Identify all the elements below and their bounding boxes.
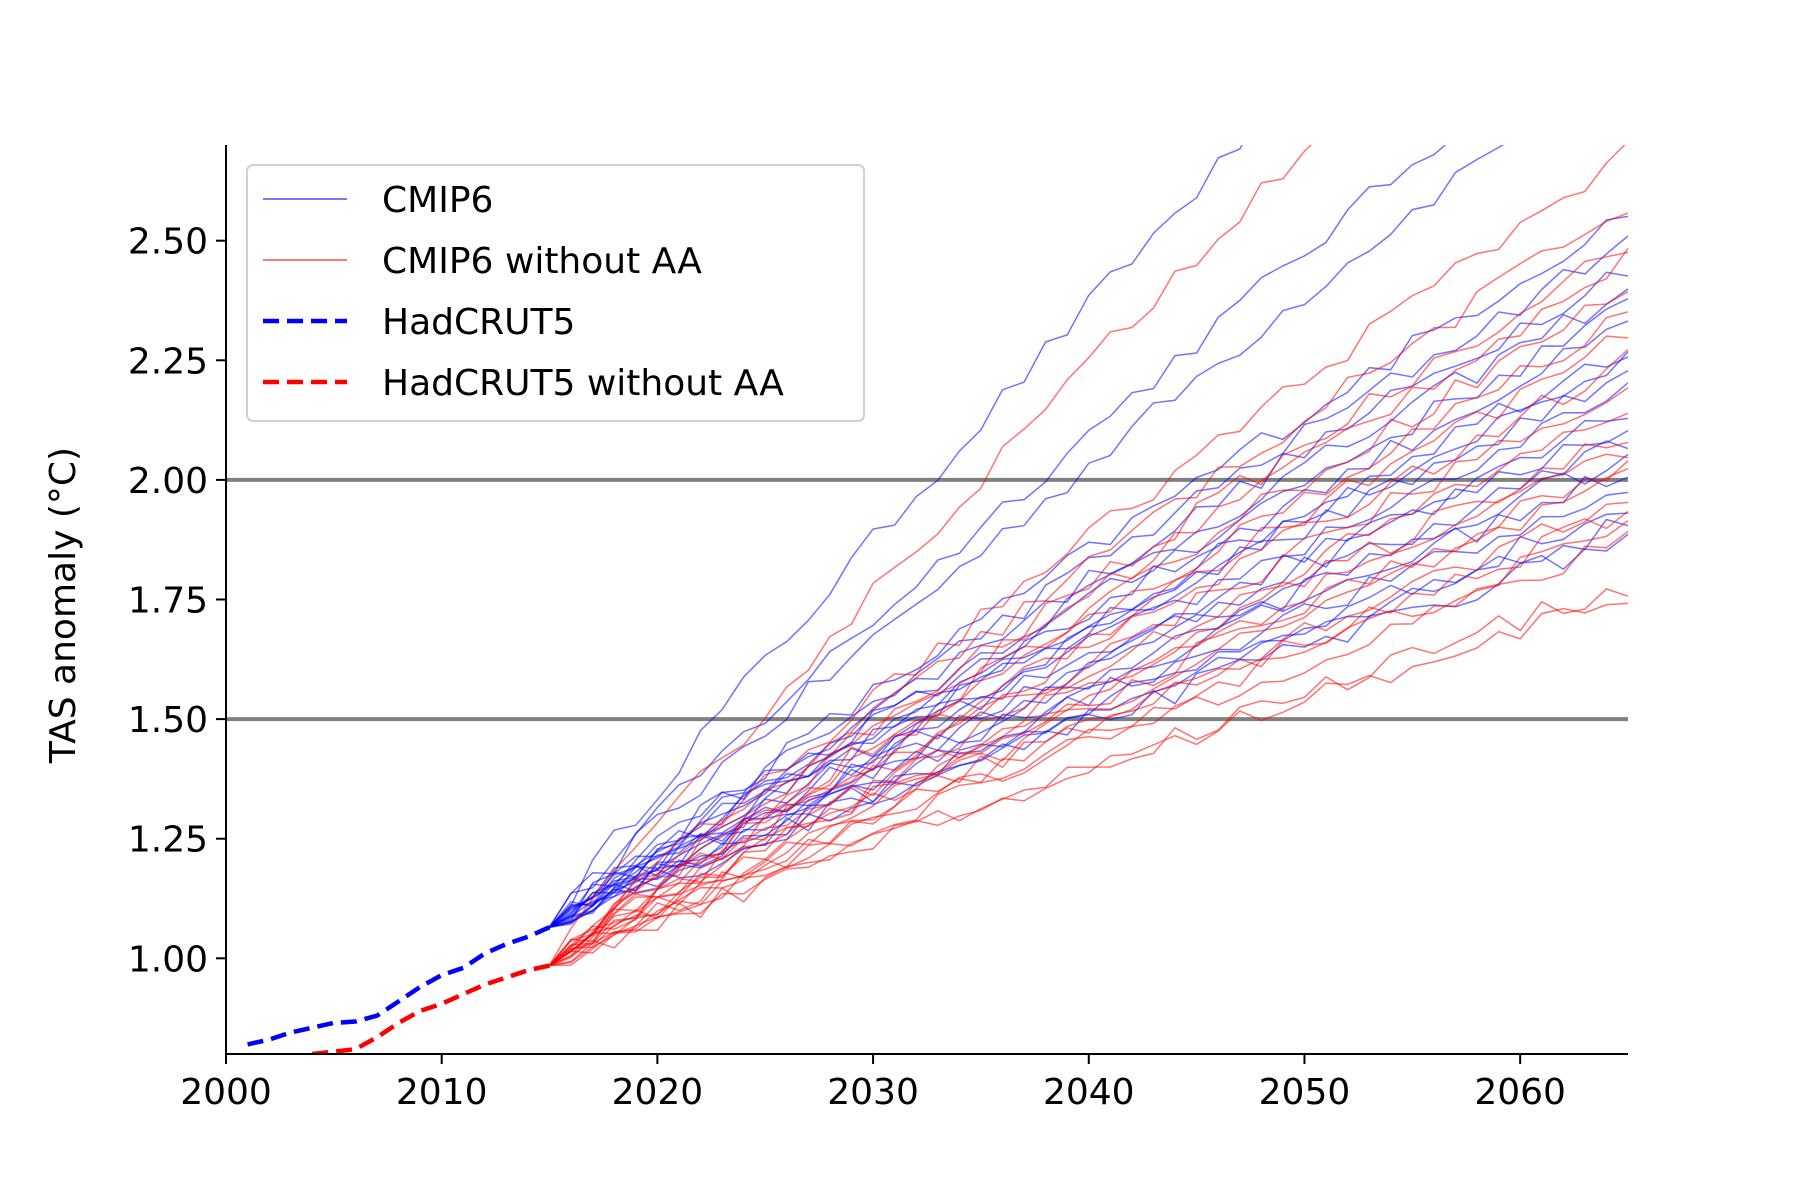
axes: 1.00 1.25 1.50 1.75 2.00 2.25 2.50 2000 2010 2020… (128, 145, 1628, 1113)
ensemble-line (548, 251, 1628, 967)
ensemble-line (548, 145, 1447, 928)
ensemble-line (549, 602, 1628, 967)
ensemble-line (549, 520, 1628, 967)
ensemble-line (549, 417, 1628, 928)
ensemble-line (549, 460, 1628, 967)
ensemble-line (549, 215, 1628, 928)
ensemble-line (548, 320, 1628, 928)
ensemble-line (549, 510, 1628, 967)
ensemble-line (549, 412, 1628, 967)
ensemble-line (548, 145, 1313, 966)
y-tick-label: 1.75 (128, 581, 208, 622)
ensemble-line (549, 335, 1628, 967)
ensemble-line (548, 501, 1628, 967)
observation-line (247, 925, 551, 1047)
x-tick-label: 2040 (1043, 1072, 1135, 1113)
legend-label: CMIP6 without AA (382, 241, 702, 282)
ensemble-line (549, 311, 1628, 967)
ensemble-line (548, 145, 1504, 928)
reference-lines (226, 477, 1628, 722)
ensemble-line (548, 145, 1243, 928)
ensemble-line (549, 530, 1628, 967)
y-tick-label: 2.50 (128, 222, 208, 263)
ensemble-line (549, 453, 1628, 928)
ensemble-line (548, 247, 1628, 966)
ensemble-line (549, 351, 1628, 928)
y-tick-label: 2.00 (128, 461, 208, 502)
y-tick-label: 2.25 (128, 341, 208, 382)
ensemble-lines (548, 145, 1628, 967)
ensemble-line (549, 588, 1628, 967)
y-tick-label: 1.25 (128, 820, 208, 861)
y-tick-label: 1.00 (128, 939, 208, 980)
ensemble-line (548, 349, 1628, 966)
ensemble-line (548, 369, 1628, 928)
y-tick-label: 1.50 (128, 700, 208, 741)
ensemble-line (548, 356, 1628, 928)
legend-label: HadCRUT5 without AA (382, 363, 784, 404)
observation-lines (247, 925, 551, 1054)
ensemble-line (549, 440, 1628, 928)
x-tick-label: 2020 (612, 1072, 704, 1113)
x-tick-label: 2050 (1259, 1072, 1351, 1113)
x-tick-label: 2000 (180, 1072, 272, 1113)
ensemble-line (548, 387, 1628, 966)
legend-label: HadCRUT5 (382, 302, 575, 343)
x-tick-label: 2010 (396, 1072, 488, 1113)
x-tick-label: 2030 (827, 1072, 919, 1113)
ensemble-line (549, 212, 1628, 967)
y-axis-label: TAS anomaly (°C) (43, 447, 84, 764)
ensemble-line (549, 271, 1628, 928)
x-tick-label: 2060 (1474, 1072, 1566, 1113)
legend-label: CMIP6 (382, 180, 493, 221)
legend: CMIP6 CMIP6 without AA HadCRUT5 HadCRUT5 wi… (246, 164, 865, 422)
observation-line (312, 963, 550, 1054)
legend-box (246, 164, 865, 422)
